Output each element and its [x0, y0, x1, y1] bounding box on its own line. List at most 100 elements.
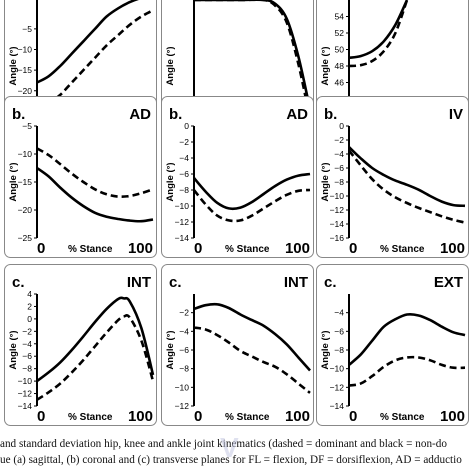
- y-tick-label: −6: [334, 163, 344, 173]
- dashed-series-line: [349, 355, 466, 387]
- y-tick-label: 50: [335, 45, 345, 55]
- y-tick-label: −8: [334, 345, 344, 355]
- chart-panel-4: −25 −20 −15 −10 −5 Angle (°) b. AD 0 % Stance 100: [4, 96, 157, 258]
- y-tick-label: 54: [335, 12, 345, 22]
- y-tick-label: −12: [18, 389, 33, 399]
- solid-series-line: [194, 0, 312, 110]
- solid-series-line: [37, 296, 155, 383]
- y-tick-label: −4: [334, 308, 344, 318]
- caption-line-2: ue (a) sagittal, (b) coronal and (c) tra…: [0, 454, 462, 466]
- y-axis-label: Angle (°): [8, 330, 19, 369]
- x-end-label: 100: [128, 240, 153, 257]
- panel-border: [161, 264, 314, 426]
- y-tick-label: −10: [175, 201, 190, 211]
- y-axis-label: Angle (°): [165, 162, 176, 201]
- y-axis-label: Angle (°): [165, 46, 176, 85]
- y-tick-label: −15: [18, 177, 33, 187]
- y-tick-label: 2: [27, 301, 32, 311]
- panel-border: [4, 96, 157, 258]
- chart-panel-5: −14 −12 −10 −8 −6 −4 −2 0 Angle (°) b. AD 0 % Stance…: [161, 96, 314, 258]
- y-tick-label: −4: [179, 326, 189, 336]
- x-start-label: 0: [194, 408, 202, 425]
- panel-letter: c.: [169, 274, 182, 291]
- panel-title: AD: [286, 106, 308, 123]
- solid-series-line: [349, 0, 409, 60]
- panel-title: AD: [129, 106, 151, 123]
- panel-title: EXT: [434, 274, 463, 291]
- x-axis-title: % Stance: [225, 244, 270, 255]
- y-tick-label: −14: [18, 401, 33, 411]
- y-tick-label: −6: [334, 326, 344, 336]
- panel-border: [316, 96, 469, 258]
- y-tick-label: −14: [330, 401, 345, 411]
- watermark: V: [220, 432, 239, 463]
- y-tick-label: −25: [18, 233, 33, 243]
- y-axis-label: Angle (°): [320, 162, 331, 201]
- y-tick-label: −8: [22, 364, 32, 374]
- y-tick-label: −2: [22, 326, 32, 336]
- y-tick-label: 0: [27, 314, 32, 324]
- panel-title: INT: [284, 274, 308, 291]
- x-end-label: 100: [440, 240, 465, 257]
- y-tick-label: −6: [179, 169, 189, 179]
- figure-caption: and standard deviation hip, knee and ank…: [0, 436, 474, 468]
- panel-letter: c.: [324, 274, 337, 291]
- x-start-label: 0: [349, 408, 357, 425]
- y-axis-label: Angle (°): [320, 46, 331, 85]
- x-axis-title: % Stance: [68, 412, 113, 423]
- y-tick-label: −2: [179, 308, 189, 318]
- panel-title: INT: [127, 274, 151, 291]
- panel-border: [4, 264, 157, 426]
- x-end-label: 100: [285, 240, 310, 257]
- y-tick-label: 46: [335, 78, 345, 88]
- y-tick-label: −6: [22, 351, 32, 361]
- y-tick-label: −10: [18, 149, 33, 159]
- y-tick-label: −5: [22, 24, 32, 34]
- chart-panel-8: −12 −10 −8 −6 −4 −2 Angle (°) c. INT 0 % Stance 100: [161, 264, 314, 426]
- y-tick-label: 52: [335, 28, 345, 38]
- dashed-series-line: [37, 147, 154, 198]
- y-tick-label: −10: [330, 364, 345, 374]
- y-tick-label: −14: [175, 233, 190, 243]
- panel-border: [161, 96, 314, 258]
- y-tick-label: 48: [335, 61, 345, 71]
- y-axis-label: Angle (°): [320, 330, 331, 369]
- x-end-label: 100: [440, 408, 465, 425]
- y-tick-label: −20: [18, 86, 33, 96]
- y-axis-label: Angle (°): [165, 330, 176, 369]
- y-tick-label: 4: [27, 289, 32, 299]
- y-tick-label: −2: [334, 135, 344, 145]
- dashed-series-line: [37, 314, 155, 401]
- y-tick-label: −8: [334, 177, 344, 187]
- y-tick-label: −4: [22, 339, 32, 349]
- x-start-label: 0: [349, 240, 357, 257]
- x-axis-title: % Stance: [68, 244, 113, 255]
- y-tick-label: −10: [18, 376, 33, 386]
- chart-panel-9: −14 −12 −10 −8 −6 −4 Angle (°) c. EXT 0 % Stance 10…: [316, 264, 469, 426]
- y-axis-label: Angle (°): [8, 46, 19, 85]
- dashed-series-line: [194, 188, 311, 223]
- y-tick-label: −15: [18, 65, 33, 75]
- y-tick-label: −12: [330, 382, 345, 392]
- caption-line-1: and standard deviation hip, knee and ank…: [0, 438, 447, 450]
- y-tick-label: −20: [18, 205, 33, 215]
- y-tick-label: −2: [179, 137, 189, 147]
- y-tick-label: −16: [330, 233, 345, 243]
- y-tick-label: −4: [334, 149, 344, 159]
- y-tick-label: −10: [18, 45, 33, 55]
- y-tick-label: −10: [330, 191, 345, 201]
- y-tick-label: −10: [175, 382, 190, 392]
- y-tick-label: −5: [22, 121, 32, 131]
- y-tick-label: −4: [179, 153, 189, 163]
- panel-letter: c.: [12, 274, 25, 291]
- y-tick-label: −8: [179, 185, 189, 195]
- x-axis-title: % Stance: [380, 412, 425, 423]
- y-tick-label: −12: [330, 205, 345, 215]
- solid-series-line: [37, 0, 139, 84]
- dashed-series-line: [349, 149, 466, 224]
- y-tick-label: −12: [175, 401, 190, 411]
- solid-series-line: [194, 172, 311, 211]
- panel-letter: b.: [169, 106, 182, 123]
- solid-series-line: [37, 166, 154, 223]
